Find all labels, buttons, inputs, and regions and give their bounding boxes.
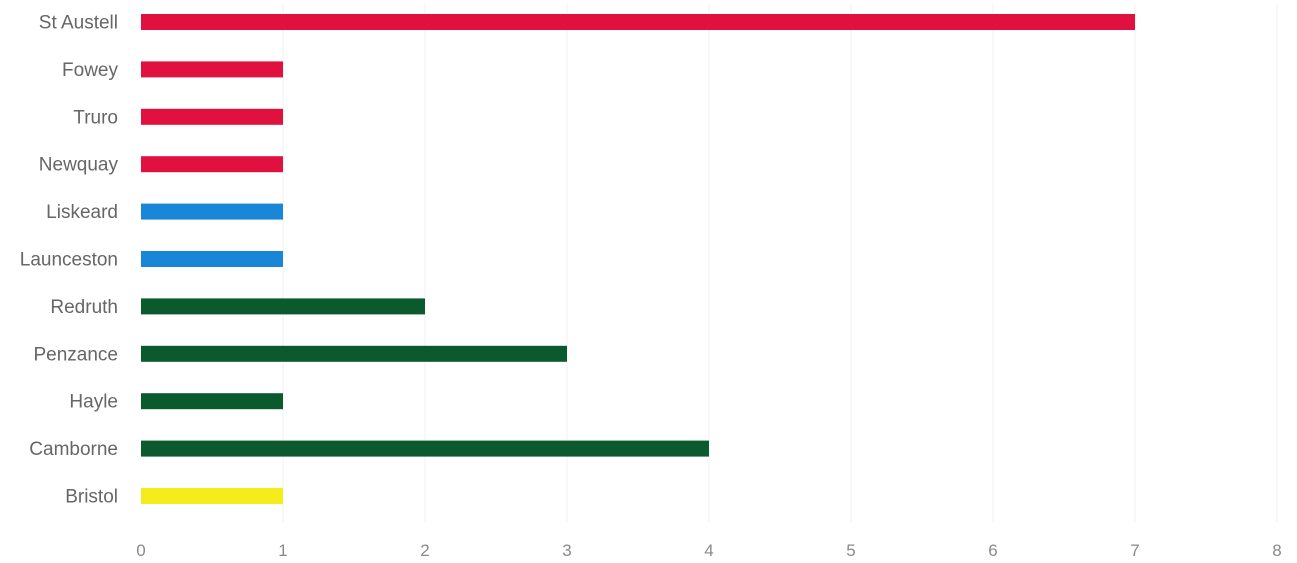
bar bbox=[141, 108, 283, 125]
x-tick-label: 5 bbox=[846, 541, 855, 560]
category-label: Bristol bbox=[65, 487, 118, 508]
bar bbox=[141, 488, 283, 504]
x-tick-label: 8 bbox=[1272, 541, 1281, 560]
bar bbox=[141, 61, 283, 78]
bar bbox=[141, 203, 283, 220]
category-label: St Austell bbox=[39, 13, 118, 34]
category-label: Camborne bbox=[29, 439, 118, 460]
bar bbox=[141, 345, 567, 362]
bar bbox=[141, 14, 1135, 30]
x-tick-label: 6 bbox=[988, 541, 997, 560]
category-label: Fowey bbox=[62, 60, 118, 81]
x-tick-label: 4 bbox=[704, 541, 713, 560]
category-labels: St Austell Fowey Truro Newquay Liskeard Launc… bbox=[20, 13, 119, 508]
category-label: Hayle bbox=[69, 392, 118, 413]
bar bbox=[141, 156, 283, 173]
x-tick-label: 2 bbox=[420, 541, 429, 560]
bars bbox=[141, 14, 1135, 504]
category-label: Liskeard bbox=[46, 202, 118, 223]
category-label: Truro bbox=[73, 107, 118, 128]
x-axis-tick-labels: 0 1 2 3 4 5 6 7 8 bbox=[136, 541, 1281, 560]
x-tick-label: 7 bbox=[1130, 541, 1139, 560]
category-label: Redruth bbox=[50, 297, 118, 318]
bar bbox=[141, 298, 425, 315]
bar bbox=[141, 251, 283, 267]
x-tick-label: 0 bbox=[136, 541, 145, 560]
x-tick-label: 1 bbox=[278, 541, 287, 560]
category-label: Newquay bbox=[39, 155, 119, 176]
category-label: Penzance bbox=[33, 344, 118, 365]
bar bbox=[141, 393, 283, 410]
x-tick-label: 3 bbox=[562, 541, 571, 560]
gridlines bbox=[282, 4, 1278, 522]
category-label: Launceston bbox=[20, 250, 118, 271]
bar bbox=[141, 440, 709, 457]
